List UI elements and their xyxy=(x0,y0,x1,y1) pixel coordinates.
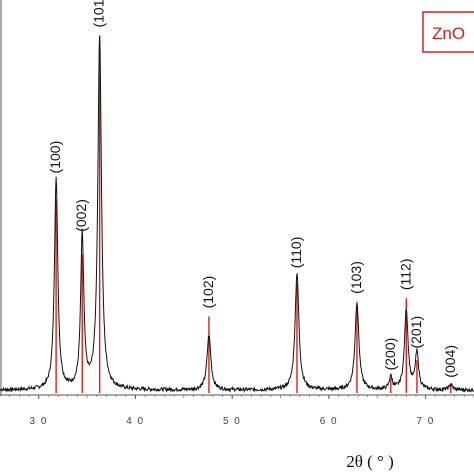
peak-label: (101) xyxy=(91,0,107,28)
peak-label: (110) xyxy=(288,237,304,269)
x-tick-label: 5 0 xyxy=(223,416,241,427)
x-tick-label: 3 0 xyxy=(29,416,47,427)
peak-label: (100) xyxy=(47,141,63,174)
peak-label: (102) xyxy=(200,276,216,309)
peak-label: (112) xyxy=(397,259,413,291)
x-tick-label: 7 0 xyxy=(416,416,434,427)
peak-label: (004) xyxy=(442,345,458,378)
reference-lines xyxy=(55,35,452,393)
x-tick-label: 6 0 xyxy=(320,416,338,427)
pattern-line xyxy=(0,35,474,394)
plot-frame xyxy=(0,0,474,396)
legend-box xyxy=(422,11,474,53)
peak-labels: (100) (002) (101) (102) (110) (103) (200) (112)… xyxy=(47,0,458,378)
peak-label: (002) xyxy=(73,199,89,232)
peak-label: (200) xyxy=(382,338,398,371)
x-axis: 3 0 4 0 5 0 6 0 7 0 xyxy=(0,395,474,427)
legend: ZnO xyxy=(422,11,474,53)
diffraction-pattern xyxy=(0,35,474,394)
legend-entry: ZnO xyxy=(432,24,465,43)
peak-label: (201) xyxy=(408,316,424,349)
x-axis-title: 2θ ( ° ) xyxy=(346,452,394,471)
peak-label: (103) xyxy=(348,261,364,294)
x-tick-label: 4 0 xyxy=(126,416,144,427)
